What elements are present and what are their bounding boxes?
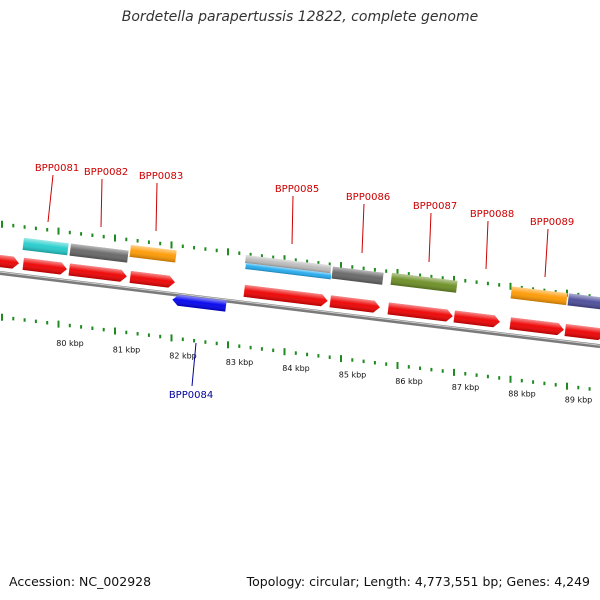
feature-block (510, 286, 568, 306)
label-leader-line (191, 342, 197, 387)
label-leader-line (100, 178, 103, 228)
kbp-scale: 80 kbp 81 kbp 82 kbp 83 kbp 84 kbp 85 kbp 86 k… (56, 339, 592, 405)
gene-label: BPP0087 (413, 201, 457, 212)
gene-arrow (509, 317, 564, 336)
kbp-label: 82 kbp (169, 352, 197, 361)
kbp-label: 81 kbp (113, 345, 141, 354)
gene-label: BPP0089 (530, 217, 574, 228)
genome-backbone (0, 271, 600, 349)
feature-block (245, 263, 332, 280)
gene-arrow (564, 324, 600, 341)
gene-label: BPP0083 (139, 171, 183, 182)
kbp-label: 87 kbp (452, 383, 480, 392)
gene-arrow (329, 295, 380, 313)
gene-label: BPP0088 (470, 209, 514, 220)
kbp-label: 83 kbp (226, 358, 254, 367)
accession-text: Accession: NC_002928 (9, 574, 152, 589)
gene-arrow (129, 270, 175, 288)
feature-block (331, 266, 384, 285)
feature-block (567, 293, 600, 311)
feature-block (390, 272, 458, 293)
kbp-label: 86 kbp (395, 377, 423, 386)
gene-arrow (243, 284, 328, 307)
gene-arrow (0, 252, 19, 269)
label-leader-line (544, 228, 549, 278)
gene-arrow-reverse (172, 294, 227, 312)
kbp-label: 85 kbp (339, 371, 367, 380)
label-leader-line (428, 212, 432, 263)
map-title: Bordetella parapertussis 12822, complete… (121, 9, 479, 25)
feature-tracks (0, 237, 600, 341)
label-leader-line (47, 174, 54, 223)
gene-label: BPP0084 (169, 390, 213, 401)
gene-arrow (68, 263, 127, 282)
gene-label: BPP0082 (84, 167, 128, 178)
kbp-label: 88 kbp (508, 389, 536, 398)
outer-tick-track (1, 220, 591, 298)
label-leader-line (361, 203, 365, 254)
backbone-highlight (0, 271, 600, 346)
gene-labels: BPP0081 BPP0082 BPP0083 BPP0085 BPP0086 BPP00… (35, 163, 574, 401)
gene-label: BPP0085 (275, 184, 319, 195)
gene-label: BPP0081 (35, 163, 79, 174)
kbp-label: 89 kbp (565, 396, 593, 405)
gene-arrow (387, 302, 453, 322)
gene-arrow (453, 310, 500, 328)
feature-block (22, 237, 69, 256)
label-leader-line (155, 182, 158, 232)
genome-summary: Topology: circular; Length: 4,773,551 bp… (246, 574, 590, 589)
label-leader-line (291, 195, 294, 245)
kbp-label: 84 kbp (282, 364, 310, 373)
gene-label: BPP0086 (346, 192, 390, 203)
gene-arrow (22, 257, 67, 275)
kbp-label: 80 kbp (56, 339, 84, 348)
backbone-line (0, 271, 600, 349)
inner-tick-track (1, 313, 591, 391)
feature-block (245, 255, 332, 274)
feature-block (69, 243, 129, 263)
feature-block (129, 244, 177, 263)
label-leader-line (485, 220, 489, 270)
